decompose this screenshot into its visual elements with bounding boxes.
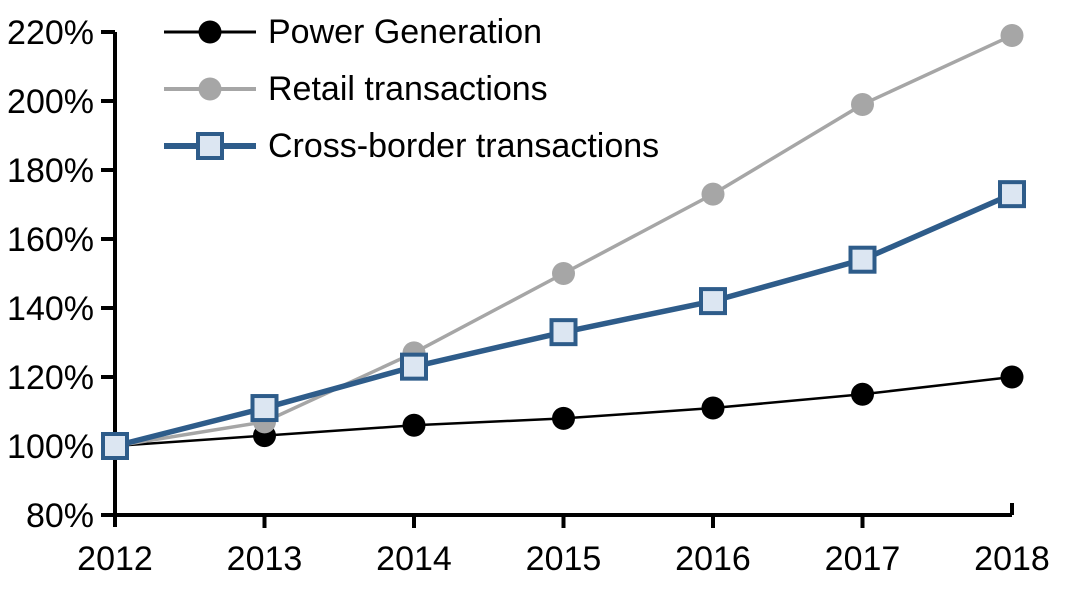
legend-label-cross-border-transactions: Cross-border transactions — [268, 126, 660, 165]
y-tick-label: 100% — [7, 428, 94, 466]
y-tick-label: 140% — [7, 290, 94, 328]
cross-border-transactions-legend-marker-icon — [196, 131, 224, 160]
legend-label-power-generation: Power Generation — [268, 12, 543, 51]
legend-swatch — [164, 74, 256, 104]
y-tick-label: 200% — [7, 83, 94, 121]
retail-transactions-legend-marker-icon — [198, 77, 222, 100]
x-tick-label: 2014 — [376, 540, 452, 578]
power-generation-marker — [402, 413, 426, 437]
legend-item-retail-transactions: Retail transactions — [164, 60, 659, 117]
x-tick-label: 2018 — [974, 540, 1050, 578]
y-tick-label: 120% — [7, 359, 94, 397]
cross-border-transactions-marker — [699, 287, 727, 316]
power-generation-marker — [851, 382, 874, 406]
y-tick-label: 160% — [7, 221, 94, 259]
legend-swatch — [164, 17, 256, 47]
cross-border-transactions-marker — [549, 318, 578, 347]
x-tick-label: 2015 — [526, 540, 602, 578]
cross-border-transactions-marker — [848, 245, 877, 274]
power-generation-marker — [1000, 365, 1024, 389]
y-tick-label: 220% — [7, 14, 94, 52]
legend-item-power-generation: Power Generation — [164, 3, 659, 60]
cross-border-transactions-marker — [250, 394, 279, 423]
retail-transactions-marker — [701, 182, 725, 206]
power-generation-legend-marker-icon — [198, 20, 222, 43]
cross-border-transactions-marker — [101, 432, 129, 460]
chart-legend: Power Generation Retail transactions Cross… — [164, 3, 659, 174]
retail-transactions-marker — [1000, 23, 1024, 47]
retail-transactions-marker — [851, 92, 874, 116]
x-tick-label: 2016 — [675, 540, 751, 578]
legend-swatch — [164, 131, 256, 161]
legend-item-cross-border-transactions: Cross-border transactions — [164, 117, 659, 174]
retail-transactions-marker — [552, 262, 575, 285]
power-generation-marker — [552, 406, 575, 430]
y-tick-label: 80% — [26, 497, 94, 535]
x-tick-label: 2017 — [825, 540, 901, 578]
cross-border-transactions-marker — [998, 180, 1026, 209]
cross-border-transactions-marker — [400, 352, 428, 381]
legend-label-retail-transactions: Retail transactions — [268, 69, 548, 108]
x-tick-label: 2013 — [227, 540, 303, 578]
y-tick-label: 180% — [7, 152, 94, 190]
power-generation-marker — [701, 396, 725, 420]
x-tick-label: 2012 — [77, 540, 153, 578]
